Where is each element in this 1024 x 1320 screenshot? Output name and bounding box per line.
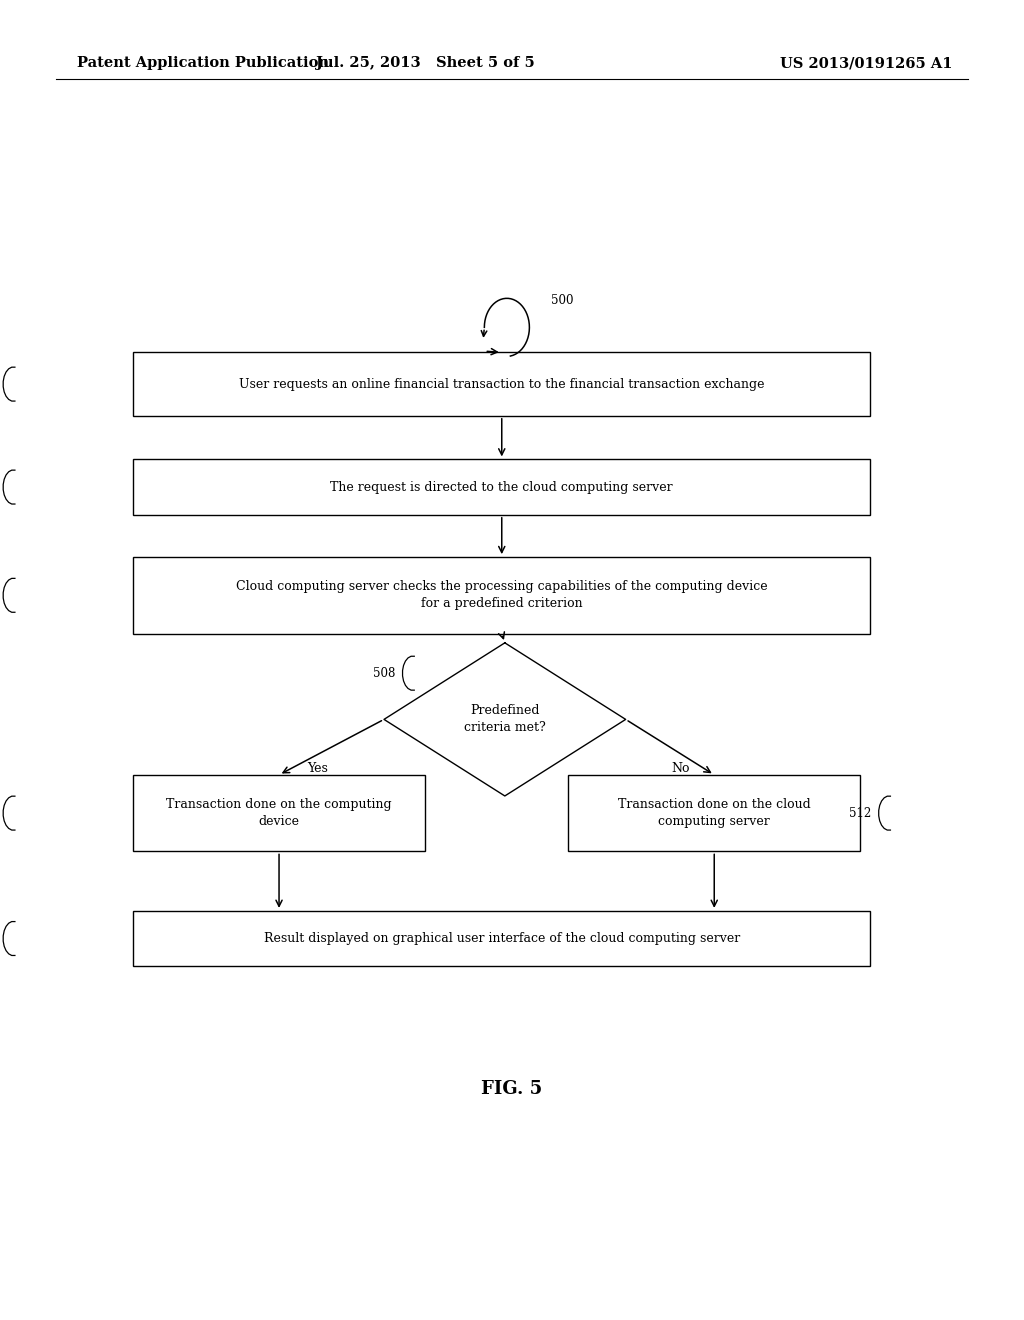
Text: User requests an online financial transaction to the financial transaction excha: User requests an online financial transa…	[239, 378, 765, 391]
Text: Yes: Yes	[307, 762, 328, 775]
Text: 512: 512	[849, 807, 871, 820]
Text: Jul. 25, 2013   Sheet 5 of 5: Jul. 25, 2013 Sheet 5 of 5	[315, 57, 535, 70]
Text: FIG. 5: FIG. 5	[481, 1080, 543, 1098]
Bar	[133, 911, 870, 966]
Text: Result displayed on graphical user interface of the cloud computing server: Result displayed on graphical user inter…	[263, 932, 740, 945]
Text: Cloud computing server checks the processing capabilities of the computing devic: Cloud computing server checks the proces…	[236, 581, 768, 610]
Bar	[133, 775, 425, 851]
Bar	[568, 775, 860, 851]
Text: 508: 508	[373, 667, 395, 680]
Text: Predefined
criteria met?: Predefined criteria met?	[464, 705, 546, 734]
Polygon shape	[384, 643, 626, 796]
Text: 500: 500	[551, 294, 573, 308]
Text: Transaction done on the cloud
computing server: Transaction done on the cloud computing …	[617, 799, 811, 828]
Bar	[133, 459, 870, 515]
Text: Transaction done on the computing
device: Transaction done on the computing device	[166, 799, 392, 828]
Text: The request is directed to the cloud computing server: The request is directed to the cloud com…	[331, 480, 673, 494]
Text: Patent Application Publication: Patent Application Publication	[77, 57, 329, 70]
Text: No: No	[672, 762, 690, 775]
Bar	[133, 352, 870, 416]
Text: US 2013/0191265 A1: US 2013/0191265 A1	[780, 57, 952, 70]
Bar	[133, 557, 870, 634]
